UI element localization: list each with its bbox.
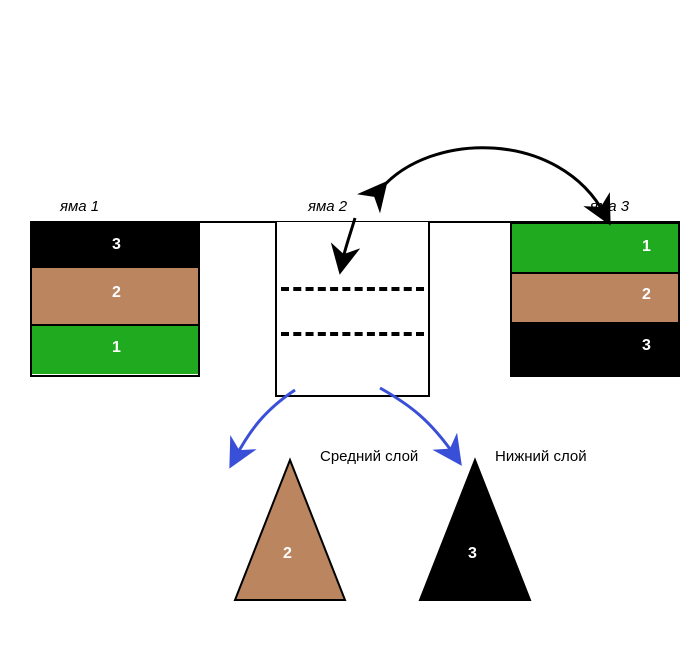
diagram-canvas: яма 1 3 2 1 яма 2 яма 3 1 2 3 Средний сл…	[0, 0, 695, 657]
pile-bottom-triangle	[0, 0, 695, 657]
pile-bottom-caption: Нижний слой	[495, 448, 587, 465]
pile-bottom-num: 3	[468, 545, 477, 563]
